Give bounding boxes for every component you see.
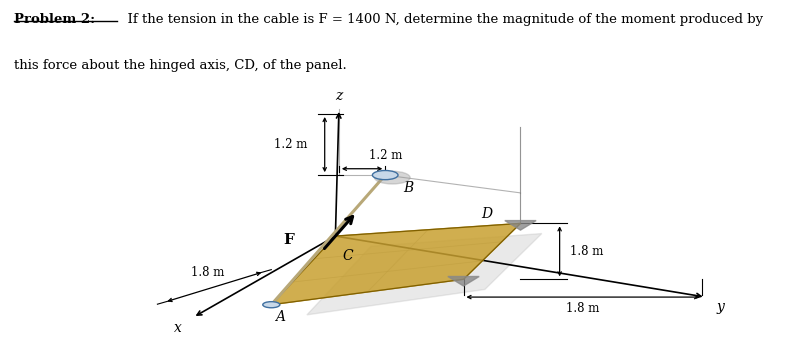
Text: D: D xyxy=(481,207,492,221)
Text: 1.2 m: 1.2 m xyxy=(369,149,403,162)
Text: 1.2 m: 1.2 m xyxy=(274,138,307,151)
Text: z: z xyxy=(335,89,343,103)
Polygon shape xyxy=(505,221,536,230)
Text: A: A xyxy=(275,310,285,324)
Text: 1.8 m: 1.8 m xyxy=(566,302,600,315)
Polygon shape xyxy=(448,276,479,286)
Polygon shape xyxy=(307,234,542,315)
Circle shape xyxy=(375,171,411,184)
Text: Problem 2:: Problem 2: xyxy=(14,13,96,26)
Circle shape xyxy=(263,302,280,308)
Text: y: y xyxy=(717,300,724,313)
Circle shape xyxy=(373,170,398,180)
Text: this force about the hinged axis, CD, of the panel.: this force about the hinged axis, CD, of… xyxy=(14,59,347,72)
Polygon shape xyxy=(271,223,520,305)
Text: x: x xyxy=(175,321,182,335)
Text: F: F xyxy=(283,233,294,247)
Text: 1.8 m: 1.8 m xyxy=(570,245,604,258)
Text: If the tension in the cable is F = 1400 N, determine the magnitude of the moment: If the tension in the cable is F = 1400 … xyxy=(119,13,763,26)
Text: C: C xyxy=(343,249,353,263)
Text: B: B xyxy=(403,181,413,196)
Text: 1.8 m: 1.8 m xyxy=(191,266,224,279)
